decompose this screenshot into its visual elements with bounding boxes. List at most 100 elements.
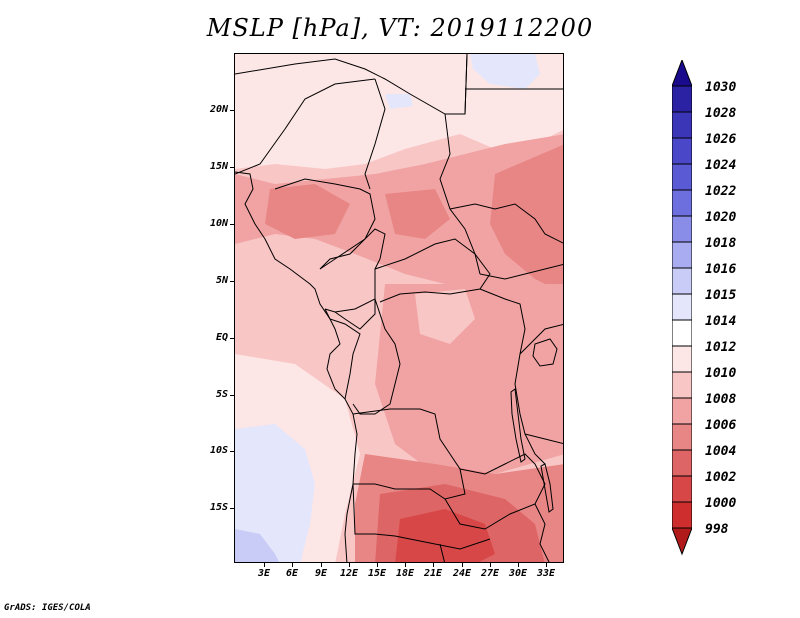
border-nigeria	[274, 178, 376, 270]
field-1014-north	[235, 54, 563, 169]
border-north	[235, 54, 468, 115]
lon-label-27e: 27E	[480, 568, 500, 579]
lat-tick	[230, 110, 234, 111]
lon-tick	[433, 563, 434, 567]
lon-tick	[518, 563, 519, 567]
colorbar-segment	[672, 293, 692, 321]
lon-label-12e: 12E	[339, 568, 359, 579]
country-borders	[235, 54, 563, 562]
field-1008-east	[490, 144, 563, 293]
lat-tick	[230, 451, 234, 452]
lat-label-5n: 5N	[215, 275, 228, 286]
lat-tick	[230, 281, 234, 282]
lat-label-10s: 10S	[209, 445, 228, 456]
colorbar-label: 1030	[705, 80, 737, 95]
lat-label-10n: 10N	[209, 218, 228, 229]
lon-label-21e: 21E	[423, 568, 443, 579]
colorbar-segment	[672, 475, 692, 503]
lon-label-30e: 30E	[508, 568, 528, 579]
lat-label-5s: 5S	[215, 389, 228, 400]
lon-tick	[405, 563, 406, 567]
field-1012-congo-light	[415, 289, 475, 344]
field-1015-n	[385, 94, 413, 109]
colorbar-label: 998	[705, 522, 729, 537]
lon-label-15e: 15E	[367, 568, 387, 579]
map-panel[interactable]	[234, 53, 564, 563]
border-gabon	[324, 308, 361, 400]
border-mozambique	[534, 503, 550, 562]
colorbar-label: 1028	[705, 106, 737, 121]
lon-tick	[462, 563, 463, 567]
lat-tick	[230, 395, 234, 396]
colorbar-segment	[672, 449, 692, 477]
border-botswana	[439, 543, 446, 562]
border-zambia	[444, 453, 546, 530]
colorbar-segment	[672, 501, 692, 529]
border-sudan-southsudan	[449, 203, 563, 244]
colorbar-segment	[672, 163, 692, 191]
colorbar-segment	[672, 241, 692, 269]
colorbar-label: 1020	[705, 210, 737, 225]
lon-tick	[546, 563, 547, 567]
border-drc	[352, 298, 401, 415]
colorbar-label: 1008	[705, 392, 737, 407]
colorbar	[672, 60, 692, 556]
border-namibia	[352, 483, 491, 550]
colorbar-segment	[672, 189, 692, 217]
lon-label-33e: 33E	[536, 568, 556, 579]
lat-tick	[230, 167, 234, 168]
colorbar-label: 1014	[705, 314, 737, 329]
colorbar-label: 1006	[705, 418, 737, 433]
colorbar-segment	[672, 423, 692, 451]
border-niger-chad	[364, 78, 386, 190]
field-1015-atlantic	[235, 424, 315, 562]
lat-tick	[230, 224, 234, 225]
colorbar-label: 1018	[705, 236, 737, 251]
pressure-map	[235, 54, 563, 562]
colorbar-label: 1022	[705, 184, 737, 199]
lon-label-18e: 18E	[395, 568, 415, 579]
border-car	[374, 238, 491, 303]
border-south-sudan-east	[479, 263, 563, 280]
lon-tick	[349, 563, 350, 567]
colorbar-label: 1012	[705, 340, 737, 355]
colorbar-segment	[672, 345, 692, 373]
border-drc-east	[479, 288, 546, 465]
lat-label-15n: 15N	[209, 161, 228, 172]
lon-label-24e: 24E	[452, 568, 472, 579]
colorbar-segment	[672, 215, 692, 243]
colorbar-label: 1004	[705, 444, 737, 459]
field-1008-chad	[385, 189, 450, 239]
lon-tick	[377, 563, 378, 567]
field-1015-ne	[470, 54, 540, 89]
lat-label-20n: 20N	[209, 104, 228, 115]
colorbar-segment	[672, 319, 692, 347]
lat-label-eq: EQ	[215, 332, 228, 343]
colorbar-label: 1000	[705, 496, 737, 511]
border-tanzania	[524, 433, 563, 445]
colorbar-top-triangle	[672, 60, 692, 87]
border-libya-egypt	[464, 54, 468, 115]
border-mali-niger	[235, 78, 376, 175]
colorbar-segment	[672, 85, 692, 113]
colorbar-segment	[672, 137, 692, 165]
field-1004-south	[395, 509, 495, 562]
lon-label-3e: 3E	[257, 568, 271, 579]
colorbar-label: 1002	[705, 470, 737, 485]
lon-label-9e: 9E	[314, 568, 328, 579]
border-uganda-kenya	[519, 323, 563, 355]
colorbar-bottom-triangle	[672, 527, 692, 556]
coastline-west-africa	[235, 171, 358, 562]
lon-tick	[321, 563, 322, 567]
lat-label-15s: 15S	[209, 502, 228, 513]
chart-title: MSLP [hPa], VT: 2019112200	[206, 14, 594, 42]
lake-malawi	[540, 463, 554, 513]
colorbar-label: 1010	[705, 366, 737, 381]
colorbar-label: 1016	[705, 262, 737, 277]
colorbar-segment	[672, 397, 692, 425]
lon-label-6e: 6E	[285, 568, 299, 579]
lake-victoria	[532, 338, 558, 367]
lake-tanganyika	[510, 388, 526, 463]
colorbar-segment	[672, 267, 692, 295]
border-congo	[334, 299, 376, 330]
